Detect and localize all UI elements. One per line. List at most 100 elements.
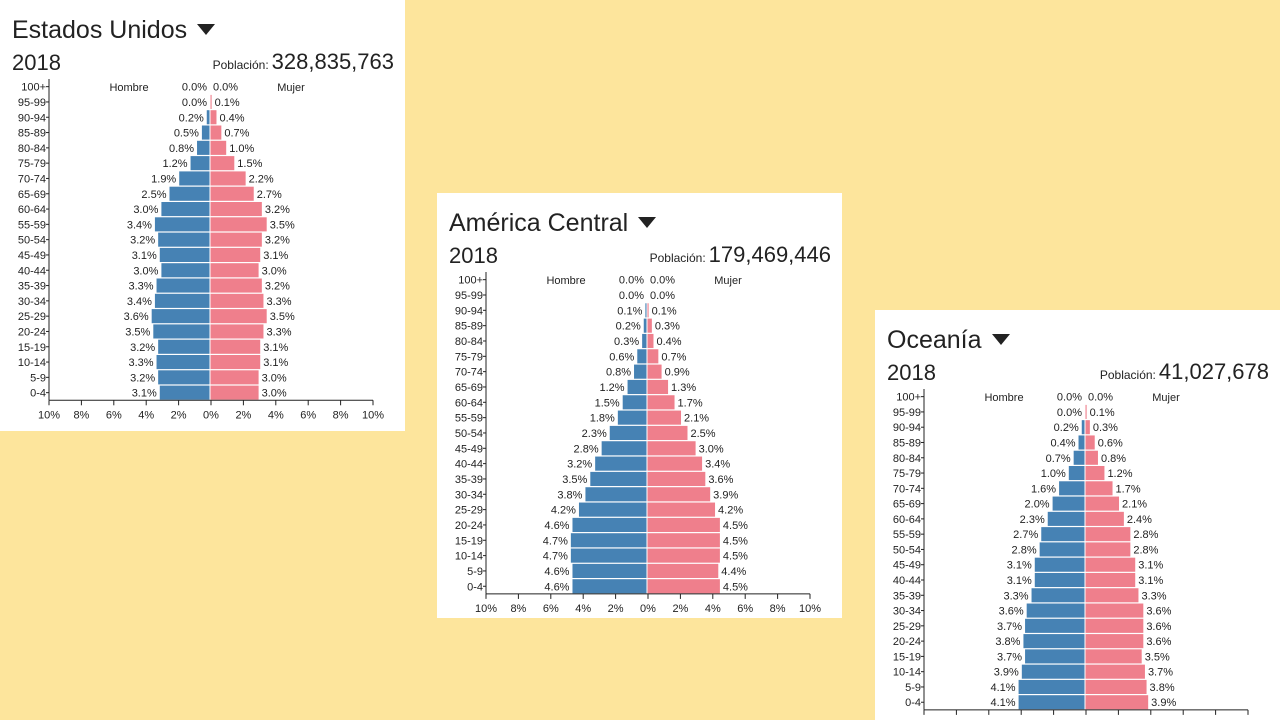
data-label-mujer: 3.3% [1141, 590, 1166, 602]
data-label-hombre: 1.5% [595, 397, 620, 409]
age-group-label: 60-64 [455, 397, 483, 409]
caret-down-icon[interactable] [197, 23, 216, 35]
data-label-hombre: 0.8% [606, 367, 631, 379]
age-group-label: 0-4 [905, 697, 921, 709]
bar-mujer-20-24 [1085, 634, 1144, 649]
data-label-mujer: 2.1% [1122, 499, 1147, 511]
bar-hombre-10-14 [1021, 664, 1085, 679]
region-selector[interactable]: América Central [449, 209, 657, 238]
data-label-mujer: 4.5% [723, 581, 748, 593]
data-label-hombre: 2.7% [1013, 529, 1038, 541]
data-label-hombre: 1.6% [1031, 483, 1056, 495]
legend-mujer: Mujer [714, 275, 742, 287]
bar-mujer-85-89 [647, 318, 652, 333]
bar-hombre-45-49 [1034, 557, 1085, 572]
age-group-label: 80-84 [893, 453, 921, 465]
bar-hombre-40-44 [161, 263, 210, 278]
bar-mujer-0-4 [1085, 695, 1149, 710]
age-group-label: 50-54 [455, 428, 483, 440]
age-group-label: 15-19 [455, 535, 483, 547]
age-group-label: 90-94 [18, 112, 46, 124]
age-group-label: 60-64 [18, 204, 46, 216]
age-group-label: 70-74 [455, 367, 483, 379]
data-label-mujer: 2.1% [684, 413, 709, 425]
region-selector[interactable]: Estados Unidos [12, 16, 216, 45]
data-label-hombre: 1.2% [162, 158, 187, 170]
x-tick-label: 8% [510, 603, 526, 615]
bar-hombre-65-69 [169, 186, 210, 201]
year-label: 2018 [12, 50, 61, 75]
population-value: 179,469,446 [708, 242, 831, 267]
data-label-hombre: 3.3% [1003, 590, 1028, 602]
region-title: Oceanía [887, 326, 982, 354]
data-label-hombre: 3.0% [133, 204, 158, 216]
bar-hombre-15-19 [570, 533, 647, 548]
bar-mujer-85-89 [1085, 435, 1095, 450]
bar-mujer-60-64 [210, 202, 262, 217]
age-group-label: 55-59 [18, 219, 46, 231]
data-label-hombre: 1.9% [151, 173, 176, 185]
data-label-hombre: 1.8% [590, 413, 615, 425]
data-label-mujer: 1.3% [671, 382, 696, 394]
age-group-label: 95-99 [893, 407, 921, 419]
bar-hombre-50-54 [1039, 542, 1085, 557]
age-group-label: 75-79 [18, 158, 46, 170]
data-label-mujer: 3.6% [1146, 636, 1171, 648]
data-label-hombre: 3.6% [999, 606, 1024, 618]
data-label-mujer: 2.8% [1133, 529, 1158, 541]
population-pyramid-chart: Hombre Mujer 0.0% 0.0% 100+ 0.0% 0.1% 95-99 0.2%… [18, 79, 384, 421]
age-group-label: 80-84 [455, 336, 483, 348]
bar-hombre-15-19 [1025, 649, 1085, 664]
bar-mujer-40-44 [1085, 572, 1136, 588]
bar-mujer-60-64 [1085, 511, 1124, 526]
data-label-hombre: 0.3% [614, 336, 639, 348]
bar-mujer-10-14 [210, 355, 261, 370]
age-group-label: 40-44 [18, 265, 46, 277]
age-group-label: 0-4 [30, 388, 46, 400]
x-tick-label: 0% [1078, 719, 1094, 720]
bar-mujer-30-34 [210, 293, 264, 308]
age-group-label: 25-29 [18, 311, 46, 323]
data-label-hombre: 4.6% [544, 520, 569, 532]
bar-mujer-0-4 [210, 385, 259, 400]
x-tick-label: 6% [300, 409, 316, 421]
bar-mujer-45-49 [647, 441, 696, 456]
bar-hombre-30-34 [154, 293, 210, 308]
data-label-mujer: 3.1% [263, 342, 288, 354]
bar-mujer-90-94 [647, 303, 649, 318]
data-label-hombre: 3.1% [1007, 575, 1032, 587]
bar-mujer-75-79 [1085, 466, 1105, 481]
bar-mujer-65-69 [647, 379, 669, 395]
data-label-hombre: 3.2% [567, 459, 592, 471]
age-group-label: 35-39 [455, 474, 483, 486]
data-label-hombre: 3.4% [127, 219, 152, 231]
bar-hombre-60-64 [622, 395, 647, 410]
caret-down-icon[interactable] [991, 333, 1010, 345]
population-pyramid-chart: Hombre Mujer 0.0% 0.0% 100+ 0.0% 0.1% 95-99 0.2%… [893, 389, 1259, 720]
bar-mujer-75-79 [210, 156, 235, 171]
data-label-mujer: 2.7% [257, 189, 282, 201]
age-group-label: 55-59 [893, 529, 921, 541]
data-label-mujer: 3.0% [262, 388, 287, 400]
data-label-hombre: 4.2% [551, 505, 576, 517]
data-label-mujer: 1.2% [1107, 468, 1132, 480]
caret-down-icon[interactable] [638, 216, 657, 228]
data-label-hombre: 0.2% [1054, 422, 1079, 434]
age-group-label: 90-94 [455, 305, 483, 317]
age-group-label: 45-49 [18, 250, 46, 262]
region-selector[interactable]: Oceanía [887, 326, 1010, 355]
data-label-mujer: 3.0% [262, 265, 287, 277]
data-label-mujer: 4.5% [723, 551, 748, 563]
data-label-mujer: 3.6% [1146, 621, 1171, 633]
bar-mujer-50-54 [210, 232, 262, 247]
age-group-label: 85-89 [893, 437, 921, 449]
age-group-label: 100+ [458, 275, 483, 287]
bar-hombre-45-49 [601, 441, 647, 456]
data-label-hombre: 3.3% [128, 357, 153, 369]
data-label-mujer: 3.1% [1138, 575, 1163, 587]
data-label-mujer: 0.7% [661, 351, 686, 363]
population-label: Población: [649, 251, 706, 265]
data-label-mujer: 3.2% [265, 235, 290, 247]
data-label-hombre: 3.0% [133, 265, 158, 277]
bar-mujer-25-29 [1085, 618, 1144, 633]
